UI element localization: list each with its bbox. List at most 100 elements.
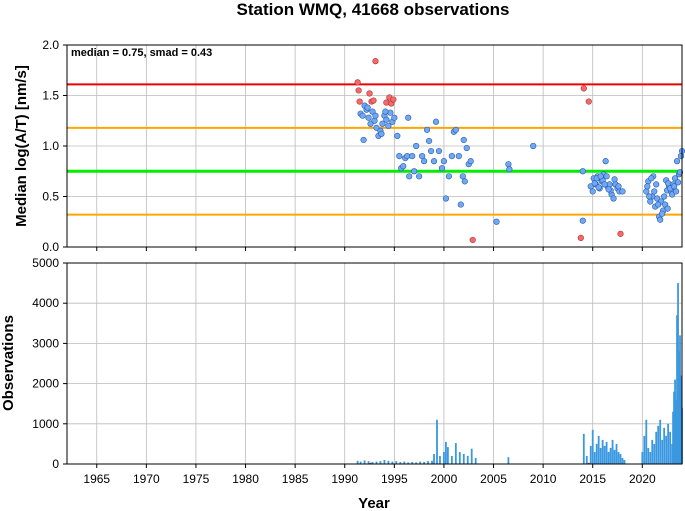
histogram-bar [427, 461, 429, 464]
histogram-bar [649, 451, 652, 464]
outlier-point [356, 98, 363, 105]
y-tick-label: 1.0 [42, 139, 59, 153]
y-tick-label: 2.0 [42, 38, 59, 52]
data-point [391, 114, 398, 121]
data-point [611, 176, 618, 183]
histogram-bar [621, 457, 624, 464]
x-tick-label: 1965 [83, 472, 110, 486]
histogram-bar [611, 439, 614, 464]
data-point [610, 195, 617, 202]
histogram-bar [655, 431, 658, 464]
histogram-bar [407, 462, 410, 464]
data-point [605, 186, 612, 193]
outlier-point [390, 96, 397, 103]
data-point [651, 188, 658, 195]
scatter-y-ticks: 0.0 0.5 1.0 1.5 2.0 [42, 38, 643, 254]
histogram-bar [615, 443, 618, 464]
x-tick-label: 2010 [530, 472, 557, 486]
y-tick-label: 4000 [32, 296, 59, 310]
histogram-y-axis-label: Observations [0, 315, 17, 411]
data-point [435, 147, 443, 155]
data-point [643, 188, 650, 195]
histogram-bar [458, 451, 461, 464]
data-point [672, 188, 680, 195]
data-point [413, 142, 420, 150]
histogram-bar [605, 441, 608, 464]
data-point [506, 166, 513, 173]
histogram-bar [462, 453, 465, 464]
histogram-bar [415, 462, 418, 464]
histogram-bar [645, 419, 648, 464]
data-point [615, 183, 622, 190]
data-point [644, 183, 651, 190]
data-point [676, 169, 684, 176]
data-point [619, 188, 626, 195]
data-point [400, 163, 407, 170]
chart-title: Station WMQ, 41668 observations [236, 0, 509, 19]
histogram-bar [367, 461, 370, 464]
data-point [461, 178, 468, 185]
histogram-bar [383, 459, 386, 464]
y-tick-label: 3000 [32, 336, 59, 350]
histogram-bar [375, 461, 378, 464]
histogram-bar [651, 439, 654, 464]
histogram-bar [582, 433, 585, 464]
histogram-bar [641, 451, 644, 464]
histogram-bar [647, 447, 650, 464]
scatter-y-axis-label: Median log(A/T) [nm/s] [13, 65, 30, 227]
histogram-bar [436, 419, 438, 464]
data-point [505, 161, 512, 168]
histogram-bar [507, 457, 510, 464]
histogram-bar [676, 315, 678, 464]
data-point [448, 153, 455, 160]
data-point [595, 184, 602, 191]
data-point [659, 210, 666, 217]
data-point [579, 217, 586, 224]
x-tick-label: 2000 [431, 472, 458, 486]
data-point [440, 158, 448, 165]
histogram-bar [433, 453, 435, 464]
x-tick-label: 2005 [480, 472, 507, 486]
data-point [601, 181, 608, 188]
x-axis-label: Year [358, 495, 390, 511]
data-point [360, 136, 367, 144]
histogram-bar [371, 461, 374, 464]
y-tick-label: 1000 [32, 417, 59, 431]
histogram-bar [419, 461, 422, 464]
outlier-point [585, 98, 592, 105]
data-point [405, 114, 412, 121]
histogram-bar [613, 449, 616, 464]
histogram-plot-area [67, 263, 682, 464]
data-point [664, 205, 671, 212]
x-tick-label: 1995 [381, 472, 408, 486]
data-point [385, 122, 392, 129]
data-point [657, 216, 664, 223]
histogram-x-ticks: 1965 1970 1975 1980 1985 1990 1995 2000 2005 2010… [83, 464, 656, 486]
outlier-point [354, 79, 361, 86]
histogram-bar [369, 462, 372, 464]
x-tick-label: 2020 [629, 472, 656, 486]
histogram-bar [431, 460, 433, 464]
data-point [452, 126, 459, 133]
histogram-bar [447, 447, 449, 464]
histogram-bar [595, 443, 598, 464]
y-tick-label: 0.0 [42, 240, 59, 254]
data-point [379, 120, 386, 127]
x-tick-label: 1970 [133, 472, 160, 486]
histogram-bar [379, 461, 382, 464]
histogram-bar [399, 461, 402, 464]
histogram-bar [674, 379, 676, 464]
data-point [677, 153, 685, 160]
histogram-bar [673, 391, 675, 464]
histogram-bar [669, 431, 671, 464]
data-point [602, 158, 609, 165]
histogram-y-ticks: 0 1000 2000 3000 4000 5000 [32, 256, 67, 471]
y-tick-label: 0 [52, 457, 59, 471]
data-point [673, 158, 681, 165]
data-point [445, 173, 452, 180]
data-point [530, 142, 537, 150]
data-point [589, 188, 596, 195]
histogram-bar [403, 461, 406, 464]
histogram-bar [677, 283, 679, 464]
